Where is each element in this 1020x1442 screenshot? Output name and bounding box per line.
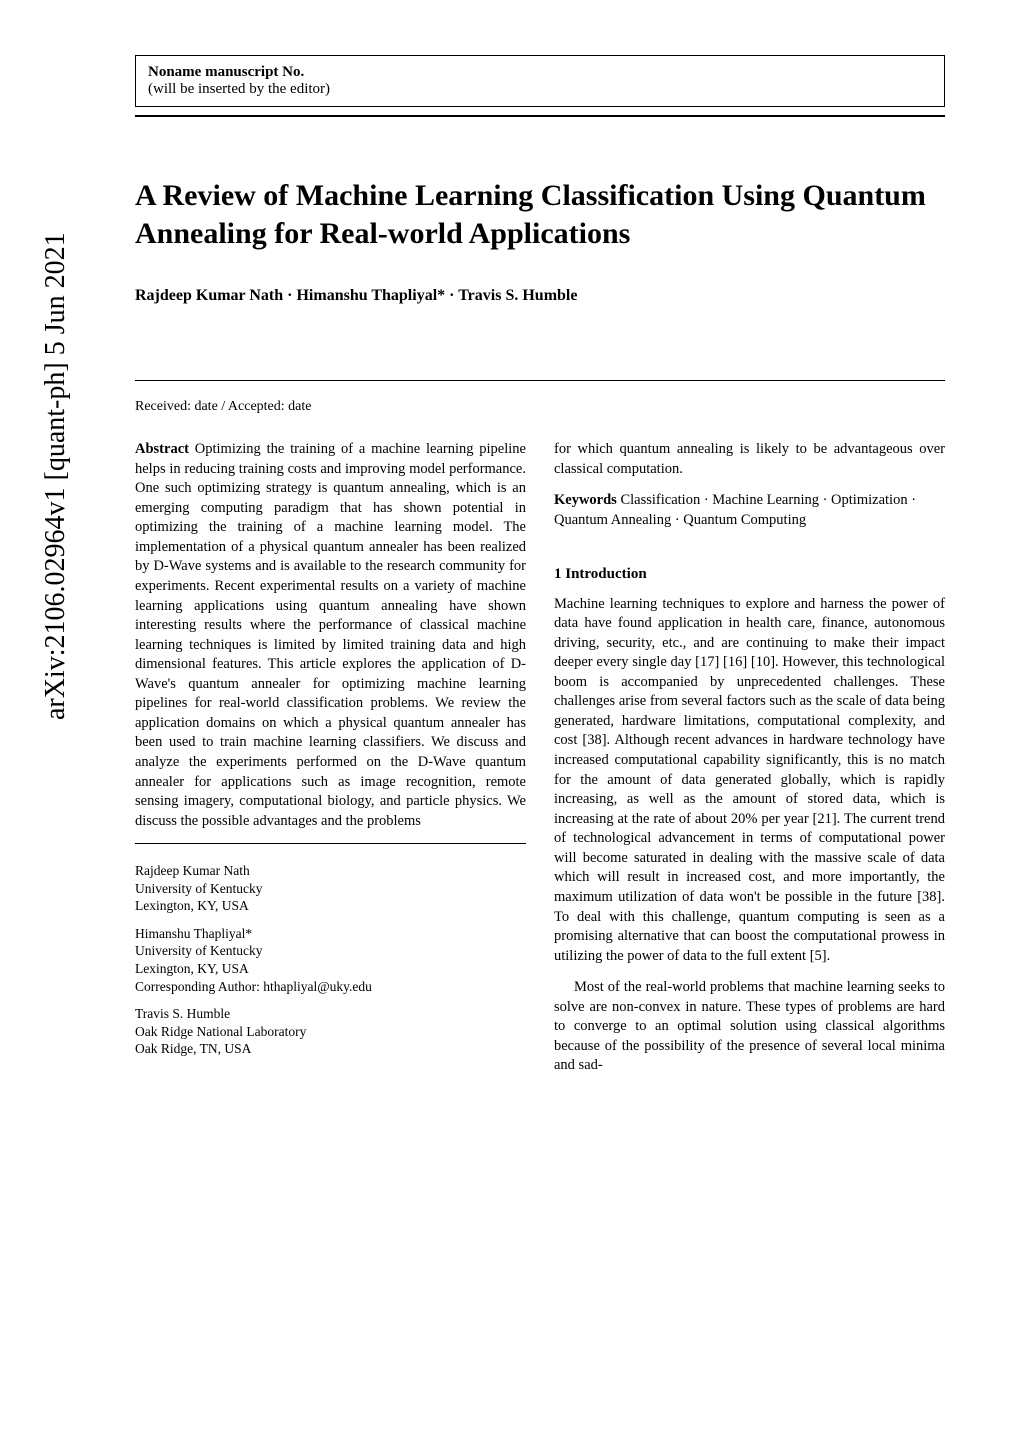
paper-title: A Review of Machine Learning Classificat… xyxy=(135,177,945,252)
header-rule xyxy=(135,115,945,117)
author-location: Lexington, KY, USA xyxy=(135,960,526,978)
author-corresponding: Corresponding Author: hthapliyal@uky.edu xyxy=(135,978,526,996)
arxiv-sidebar-label: arXiv:2106.02964v1 [quant-ph] 5 Jun 2021 xyxy=(40,232,72,720)
affiliation-rule xyxy=(135,843,526,844)
author-list: Rajdeep Kumar Nath · Himanshu Thapliyal*… xyxy=(135,287,945,305)
author-name: Rajdeep Kumar Nath xyxy=(135,862,526,880)
editor-note: (will be inserted by the editor) xyxy=(148,81,932,98)
received-dates: Received: date / Accepted: date xyxy=(135,399,945,415)
abstract-label: Abstract xyxy=(135,441,189,457)
header-box: Noname manuscript No. (will be inserted … xyxy=(135,55,945,107)
author-name: Himanshu Thapliyal* xyxy=(135,925,526,943)
author-institution: University of Kentucky xyxy=(135,880,526,898)
author-institution: Oak Ridge National Laboratory xyxy=(135,1023,526,1041)
keywords-label: Keywords xyxy=(554,492,617,508)
author-name: Travis S. Humble xyxy=(135,1005,526,1023)
affiliation-group: Himanshu Thapliyal* University of Kentuc… xyxy=(135,925,526,995)
abstract-continuation: for which quantum annealing is likely to… xyxy=(554,440,945,479)
section-1-title: 1 Introduction xyxy=(554,564,945,584)
affiliation-group: Travis S. Humble Oak Ridge National Labo… xyxy=(135,1005,526,1058)
title-rule xyxy=(135,380,945,381)
intro-paragraph-1: Machine learning techniques to explore a… xyxy=(554,595,945,967)
abstract-text: Optimizing the training of a machine lea… xyxy=(135,441,526,829)
affiliation-group: Rajdeep Kumar Nath University of Kentuck… xyxy=(135,862,526,915)
abstract: Abstract Optimizing the training of a ma… xyxy=(135,440,526,831)
body-columns: Abstract Optimizing the training of a ma… xyxy=(135,440,945,1088)
keywords: Keywords Classification · Machine Learni… xyxy=(554,491,945,530)
intro-paragraph-2: Most of the real-world problems that mac… xyxy=(554,978,945,1076)
author-institution: University of Kentucky xyxy=(135,942,526,960)
manuscript-number: Noname manuscript No. xyxy=(148,64,932,81)
author-location: Lexington, KY, USA xyxy=(135,897,526,915)
author-location: Oak Ridge, TN, USA xyxy=(135,1040,526,1058)
affiliation-block: Rajdeep Kumar Nath University of Kentuck… xyxy=(135,862,526,1057)
